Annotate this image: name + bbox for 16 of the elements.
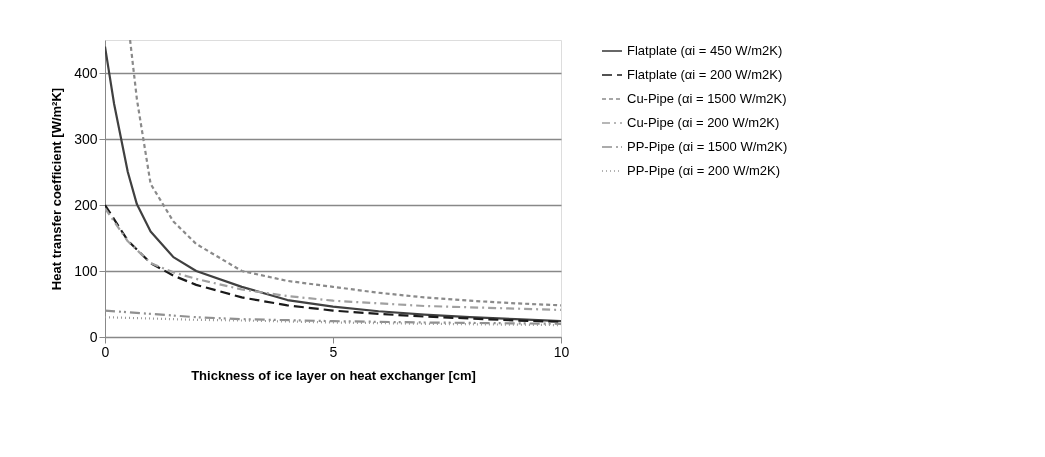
y-axis-title: Heat transfer coefficient [W/m²K] (49, 87, 65, 291)
y-tick-label: 0 (89, 328, 98, 345)
legend-label: Flatplate (αi = 200 W/m2K) (627, 67, 783, 82)
x-axis-title: Thickness of ice layer on heat exchanger [cm] (191, 367, 476, 383)
legend-label: PP-Pipe (αi = 1500 W/m2K) (627, 139, 788, 154)
legend-label: Cu-Pipe (αi = 200 W/m2K) (627, 115, 780, 130)
x-tick-label: 10 (553, 343, 570, 360)
x-tick-label: 5 (329, 343, 338, 360)
legend-label: Cu-Pipe (αi = 1500 W/m2K) (627, 91, 787, 106)
y-tick-label: 200 (74, 196, 98, 213)
legend-label: PP-Pipe (αi = 200 W/m2K) (627, 163, 781, 178)
y-tick-label: 300 (74, 130, 98, 147)
y-tick-label: 100 (74, 262, 98, 279)
y-tick-label: 400 (74, 64, 98, 81)
x-tick-label: 0 (101, 343, 110, 360)
legend-label: Flatplate (αi = 450 W/m2K) (627, 43, 783, 58)
